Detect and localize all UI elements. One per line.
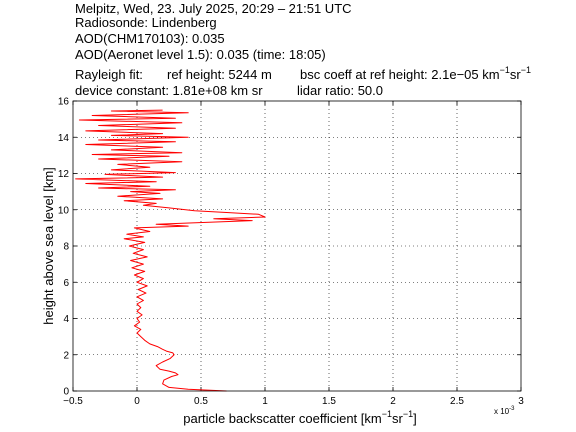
x-tick-label: 2.5 <box>450 396 464 407</box>
backscatter-profile-line <box>75 109 266 392</box>
y-tick-label: 0 <box>63 387 69 398</box>
y-tick-label: 8 <box>63 242 69 253</box>
y-tick-label: 4 <box>63 314 69 325</box>
device-constant-text: device constant: 1.81e+08 km sr <box>75 83 263 98</box>
x-tick-label: 2 <box>390 396 396 407</box>
lidar-ratio-text: lidar ratio: 50.0 <box>297 83 383 98</box>
y-tick-label: 16 <box>58 97 70 108</box>
x-axis-label: particle backscatter coefficient [km−1sr… <box>183 409 416 426</box>
x-tick-label: 3 <box>518 396 524 407</box>
header-line-4: AOD(Aeronet level 1.5): 0.035 (time: 18:… <box>75 47 326 62</box>
y-tick-label: 10 <box>58 205 70 216</box>
x-axis-multiplier: x 10-3 <box>494 406 515 416</box>
plot-frame <box>72 100 522 392</box>
y-axis-label: height above sea level [km] <box>41 167 56 325</box>
header-line-3: AOD(CHM170103): 0.035 <box>75 31 225 46</box>
x-tick-label: −0.5 <box>63 396 83 407</box>
header-line-1: Melpitz, Wed, 23. July 2025, 20:29 – 21:… <box>75 1 352 16</box>
ref-height-text: ref height: 5244 m <box>167 67 272 82</box>
y-tick-label: 14 <box>58 133 70 144</box>
y-tick-label: 12 <box>58 169 70 180</box>
series-layer <box>75 109 266 392</box>
x-tick-label: 1.5 <box>322 396 336 407</box>
x-tick-label: 1 <box>262 396 268 407</box>
y-tick-label: 6 <box>63 278 69 289</box>
x-tick-label: 0.5 <box>194 396 208 407</box>
rayleigh-fit-label: Rayleigh fit: <box>75 67 143 82</box>
grid-lines <box>73 101 521 391</box>
x-tick-label: 0 <box>134 396 140 407</box>
plot-area <box>72 100 522 392</box>
bsc-coeff-text: bsc coeff at ref height: 2.1e−05 km−1sr−… <box>300 65 531 82</box>
header-line-2: Radiosonde: Lindenberg <box>75 15 217 30</box>
y-tick-label: 2 <box>63 350 69 361</box>
